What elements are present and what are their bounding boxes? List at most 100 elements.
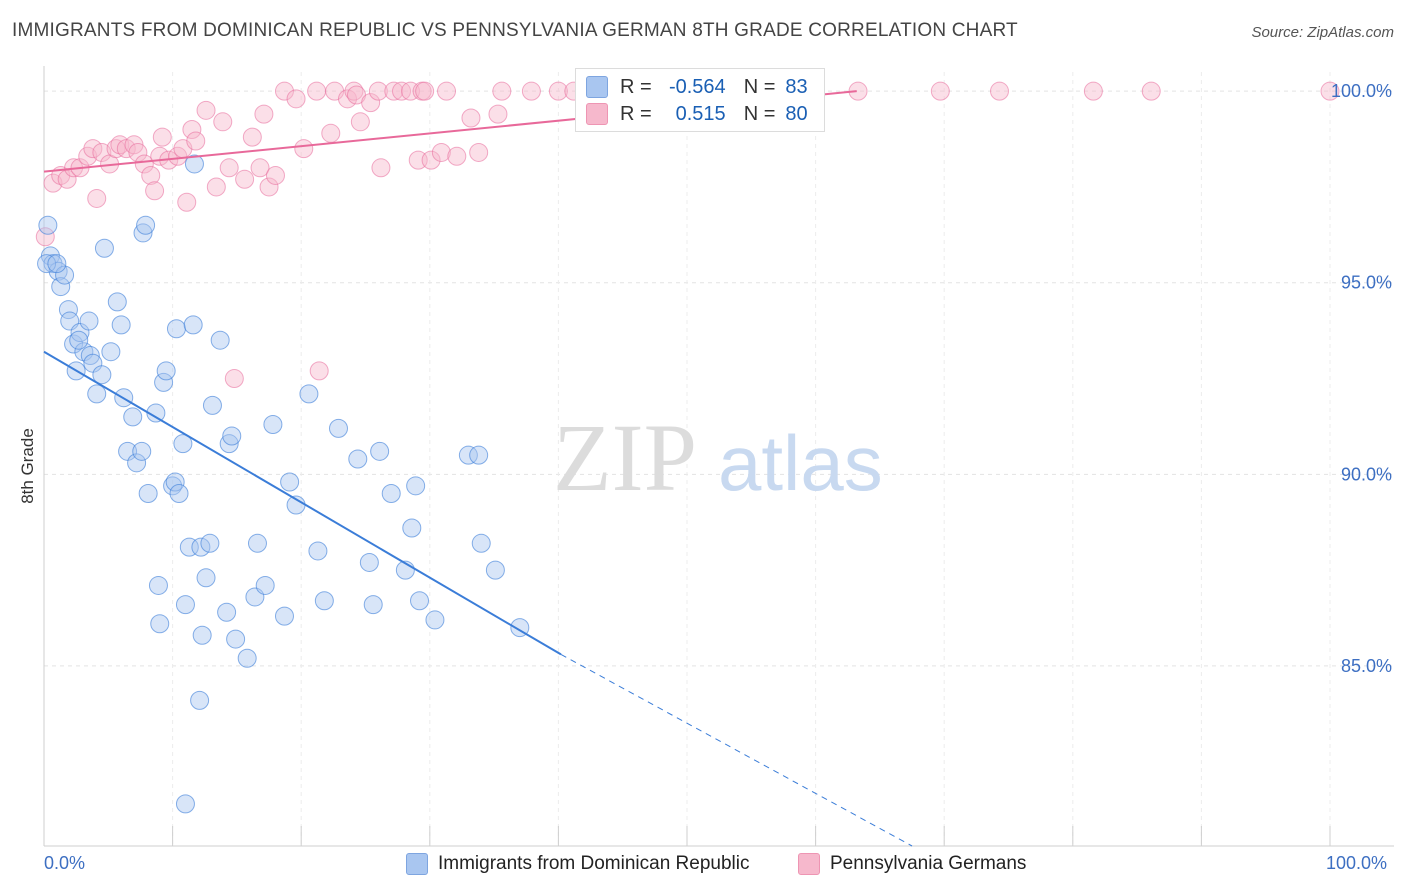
blue-point xyxy=(38,215,58,235)
blue-point xyxy=(80,346,100,366)
bottom-legend-swatch-blue xyxy=(406,853,428,875)
blue-point xyxy=(69,330,89,350)
legend-row-pink: R = 0.515 N = 80 xyxy=(586,102,808,126)
pink-point xyxy=(265,165,285,185)
legend-swatch-blue xyxy=(586,76,608,98)
pink-point xyxy=(421,150,441,170)
blue-point xyxy=(255,575,275,595)
pink-point xyxy=(235,169,255,189)
blue-point xyxy=(348,449,368,469)
pink-point xyxy=(415,81,435,101)
blue-point xyxy=(202,395,222,415)
pink-point xyxy=(1320,81,1340,101)
y-tick-label: 95.0% xyxy=(1341,273,1392,293)
pink-point xyxy=(350,112,370,132)
blue-point xyxy=(237,648,257,668)
blue-point xyxy=(123,407,143,427)
blue-point xyxy=(175,595,195,615)
pink-point xyxy=(521,81,541,101)
pink-point xyxy=(141,165,161,185)
legend-n-value: 80 xyxy=(785,102,808,125)
legend-r-label: R = xyxy=(620,75,652,98)
blue-point xyxy=(127,453,147,473)
blue-point xyxy=(299,384,319,404)
pink-point xyxy=(548,81,568,101)
bottom-legend-pink[interactable]: Pennsylvania Germans xyxy=(798,852,1026,876)
blue-point xyxy=(55,265,75,285)
blue-point xyxy=(133,223,153,243)
blue-point xyxy=(219,434,239,454)
blue-point xyxy=(192,625,212,645)
legend-n-label: N = xyxy=(743,102,776,125)
blue-point xyxy=(92,365,112,385)
pink-point xyxy=(469,142,489,162)
blue-point xyxy=(154,372,174,392)
blue-trend-extension xyxy=(560,653,913,847)
pink-point xyxy=(294,139,314,159)
blue-point xyxy=(471,533,491,553)
pink-point xyxy=(186,131,206,151)
blue-point xyxy=(425,610,445,630)
blue-point xyxy=(263,415,283,435)
blue-point xyxy=(148,575,168,595)
blue-point xyxy=(485,560,505,580)
blue-point xyxy=(184,154,204,174)
blue-point xyxy=(47,254,67,274)
blue-point xyxy=(217,602,237,622)
blue-point xyxy=(210,330,230,350)
legend-swatch-pink xyxy=(586,103,608,125)
bottom-legend-label: Pennsylvania Germans xyxy=(830,853,1027,874)
blue-point xyxy=(179,537,199,557)
blue-point xyxy=(138,483,158,503)
blue-point xyxy=(132,441,152,461)
bottom-legend-blue[interactable]: Immigrants from Dominican Republic xyxy=(406,852,750,876)
bottom-legend-label: Immigrants from Dominican Republic xyxy=(438,853,750,874)
pink-point xyxy=(182,119,202,139)
blue-point xyxy=(64,334,84,354)
blue-point xyxy=(226,629,246,649)
pink-point xyxy=(447,146,467,166)
blue-point xyxy=(381,483,401,503)
blue-point xyxy=(136,215,156,235)
watermark-zip: ZIP xyxy=(553,404,697,511)
legend-r-value: 0.515 xyxy=(675,102,726,125)
blue-point xyxy=(314,591,334,611)
pink-point xyxy=(989,81,1009,101)
blue-point xyxy=(190,690,210,710)
pink-point xyxy=(321,123,341,143)
blue-point xyxy=(196,568,216,588)
stats-legend: R = -0.564 N = 83 R = 0.515 N = 80 xyxy=(575,68,825,132)
pink-point xyxy=(431,142,451,162)
y-tick-label: 85.0% xyxy=(1341,656,1392,676)
blue-point xyxy=(280,472,300,492)
blue-point xyxy=(107,292,127,312)
blue-point xyxy=(363,595,383,615)
pink-point xyxy=(224,369,244,389)
pink-point xyxy=(92,142,112,162)
blue-point xyxy=(175,794,195,814)
blue-point xyxy=(458,445,478,465)
blue-point xyxy=(166,319,186,339)
blue-point xyxy=(111,315,131,335)
blue-point xyxy=(308,541,328,561)
blue-trend-line xyxy=(43,350,562,656)
pink-points xyxy=(35,81,1340,389)
pink-point xyxy=(177,192,197,212)
pink-point xyxy=(361,93,381,113)
blue-point xyxy=(402,518,422,538)
pink-point xyxy=(371,158,391,178)
pink-point xyxy=(930,81,950,101)
blue-point xyxy=(79,311,99,331)
pink-point xyxy=(492,81,512,101)
pink-point xyxy=(219,158,239,178)
pink-point xyxy=(437,81,457,101)
chart-title: IMMIGRANTS FROM DOMINICAN REPUBLIC VS PE… xyxy=(12,20,1018,41)
bottom-legend-swatch-pink xyxy=(798,853,820,875)
blue-point xyxy=(222,426,242,446)
pink-point xyxy=(401,81,421,101)
pink-point xyxy=(384,81,404,101)
blue-point xyxy=(51,277,71,297)
blue-point xyxy=(406,476,426,496)
pink-point xyxy=(43,173,63,193)
pink-point xyxy=(145,181,165,201)
